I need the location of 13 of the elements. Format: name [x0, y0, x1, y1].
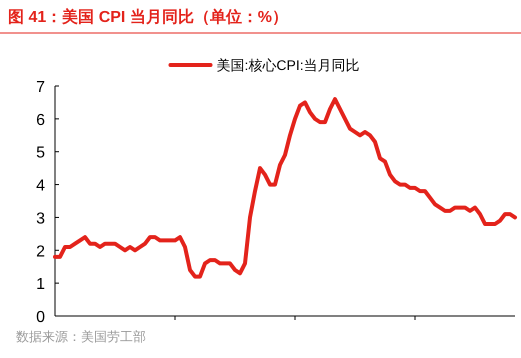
y-tick-label: 6 — [36, 112, 46, 129]
y-tick-label: 1 — [36, 276, 46, 294]
legend: 美国:核心CPI:当月同比 — [168, 57, 360, 73]
y-tick-label: 7 — [36, 79, 46, 96]
legend-label: 美国:核心CPI:当月同比 — [216, 57, 360, 73]
y-tick-label: 0 — [36, 309, 46, 326]
y-tick-label: 2 — [36, 243, 46, 260]
y-tick-label: 4 — [36, 178, 46, 195]
line-series — [53, 97, 517, 279]
source-note: 数据来源：美国劳工部 — [16, 329, 146, 344]
y-tick-label: 5 — [36, 144, 46, 162]
y-tick-label: 3 — [36, 210, 46, 228]
chart-title: 图 41：美国 CPI 当月同比（单位：%） — [8, 7, 288, 26]
